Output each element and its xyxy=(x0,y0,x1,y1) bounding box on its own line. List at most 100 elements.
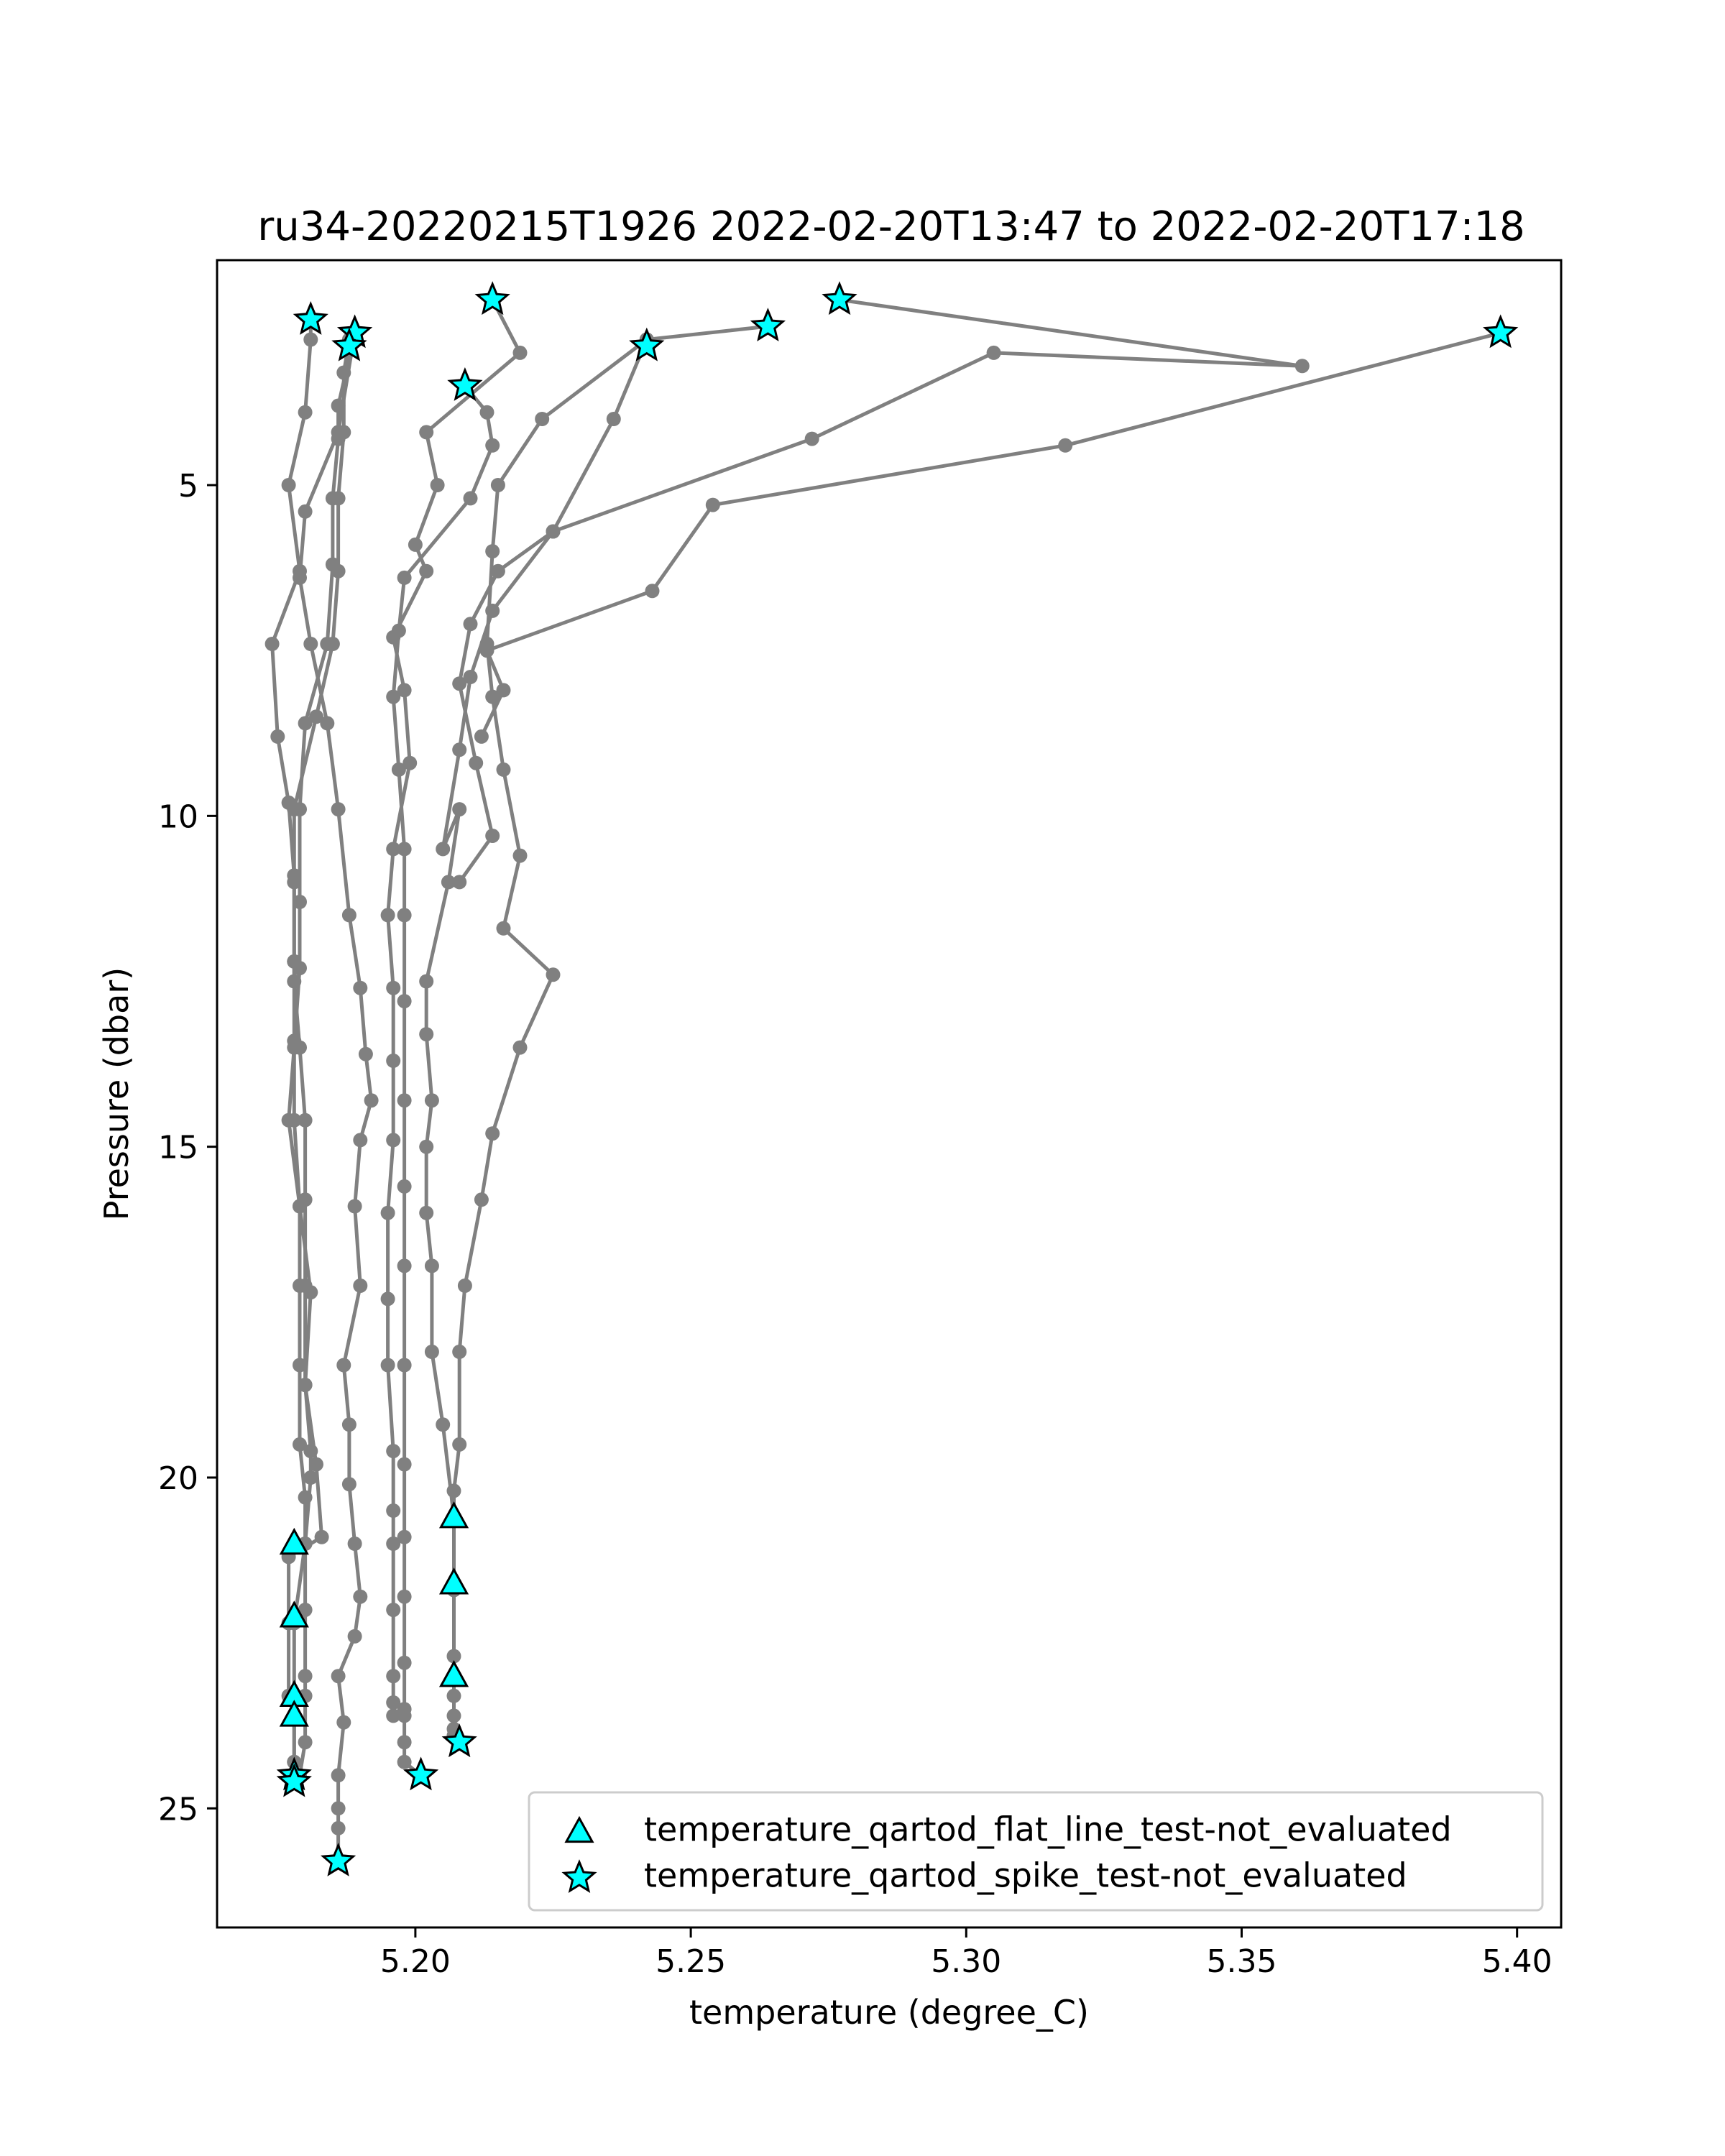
profile-point xyxy=(298,1112,313,1128)
profile-point xyxy=(303,1285,318,1300)
profile-point xyxy=(287,954,302,969)
flat-line-flag-marker xyxy=(438,1501,469,1529)
profile-point xyxy=(419,1139,434,1154)
profile-point xyxy=(606,412,621,426)
profile-point xyxy=(397,994,412,1009)
y-axis-label: Pressure (dbar) xyxy=(97,967,136,1220)
profile-point xyxy=(496,921,511,936)
profile-point xyxy=(397,1708,412,1723)
profile-point xyxy=(496,762,511,777)
flat-line-flag-marker xyxy=(279,1527,309,1555)
profile-point xyxy=(386,1503,401,1518)
profile-point xyxy=(391,762,406,777)
profile-point xyxy=(397,1655,412,1670)
profile-point xyxy=(309,709,323,724)
profile-point xyxy=(463,491,478,506)
profile-point xyxy=(386,1444,401,1459)
profile-point xyxy=(298,405,313,420)
x-axis: 5.20 5.25 5.30 5.35 5.40 xyxy=(380,1927,1552,1980)
spike-flag-marker xyxy=(441,1723,477,1758)
profile-point xyxy=(293,1437,307,1452)
profile-point xyxy=(419,974,434,989)
profile-point xyxy=(436,842,451,857)
chart-title: ru34-20220215T1926 2022-02-20T13:47 to 2… xyxy=(257,203,1524,250)
profile-point xyxy=(353,980,368,995)
profile-point xyxy=(452,1345,467,1359)
legend-marker-triangle xyxy=(564,1815,594,1843)
profile-point xyxy=(419,1205,434,1220)
profile-point xyxy=(496,683,511,698)
profile-point xyxy=(331,1669,346,1684)
spike-flag-marker xyxy=(402,1756,439,1791)
profile-point xyxy=(347,1628,362,1644)
profile-point xyxy=(347,1199,362,1214)
profile-point xyxy=(436,1417,451,1432)
y-axis: 5 10 15 20 25 xyxy=(158,468,217,1828)
profile-point xyxy=(397,1529,412,1544)
profile-point xyxy=(325,637,340,651)
profile-point xyxy=(512,848,528,863)
x-axis-label: temperature (degree_C) xyxy=(689,1993,1089,2032)
profile-point xyxy=(397,683,412,698)
profile-point xyxy=(336,1715,351,1730)
plot-area xyxy=(264,281,1519,1876)
profile-point xyxy=(386,1695,401,1710)
profile-point xyxy=(341,1417,356,1432)
profile-point xyxy=(287,802,302,817)
profile-point xyxy=(309,1457,323,1472)
profile-point xyxy=(1294,359,1310,374)
profile-point xyxy=(463,670,478,684)
profile-point xyxy=(353,1589,368,1604)
profile-point xyxy=(705,497,720,512)
y-tick-label: 10 xyxy=(158,798,198,835)
profile-point xyxy=(347,1537,362,1551)
profile-point xyxy=(441,875,456,890)
profile-point xyxy=(287,1033,302,1049)
profile-point xyxy=(446,1649,461,1664)
profile-point xyxy=(293,895,307,909)
profile-point xyxy=(397,570,412,585)
profile-point xyxy=(320,716,335,731)
profile-point xyxy=(380,908,395,923)
profile-point xyxy=(419,425,434,440)
profile-point xyxy=(314,1529,329,1544)
profile-point xyxy=(303,1470,318,1485)
spike-flag-marker xyxy=(750,308,786,342)
spike-flag-marker xyxy=(447,367,483,401)
profile-point xyxy=(298,1378,313,1393)
profile-point xyxy=(386,1133,401,1148)
profile-point xyxy=(408,537,423,552)
profile-point xyxy=(474,1192,489,1207)
spike-flag-marker xyxy=(331,327,367,361)
profile-point xyxy=(386,689,401,704)
profile-point xyxy=(386,842,401,857)
profile-point xyxy=(645,584,660,599)
profile-point xyxy=(446,1708,461,1723)
flat-line-flag-marker xyxy=(279,1600,309,1628)
profile-point xyxy=(490,563,505,579)
profile-point xyxy=(341,1477,356,1492)
triangle-marker-icon xyxy=(564,1815,594,1843)
profile-point xyxy=(386,1537,401,1551)
spike-flag-marker xyxy=(276,1763,312,1797)
flat-line-flag-marker xyxy=(438,1660,469,1687)
profile-point xyxy=(479,405,494,420)
star-marker-icon xyxy=(561,1859,597,1893)
legend-marker-star xyxy=(561,1859,597,1893)
profile-point xyxy=(331,1820,346,1835)
profile-point xyxy=(303,332,318,347)
profile-point xyxy=(386,1054,401,1068)
profile-point xyxy=(546,524,561,539)
profile-point xyxy=(419,563,434,579)
profile-point xyxy=(490,478,505,492)
profile-point xyxy=(402,755,418,770)
profile-point xyxy=(386,1708,401,1723)
spike-flag-marker xyxy=(822,281,857,315)
profile-point xyxy=(386,1669,401,1684)
profile-point xyxy=(485,829,500,843)
profile-point xyxy=(303,637,318,651)
profile-point xyxy=(331,1768,346,1783)
profile-point xyxy=(463,617,478,632)
profile-point xyxy=(424,1345,439,1359)
